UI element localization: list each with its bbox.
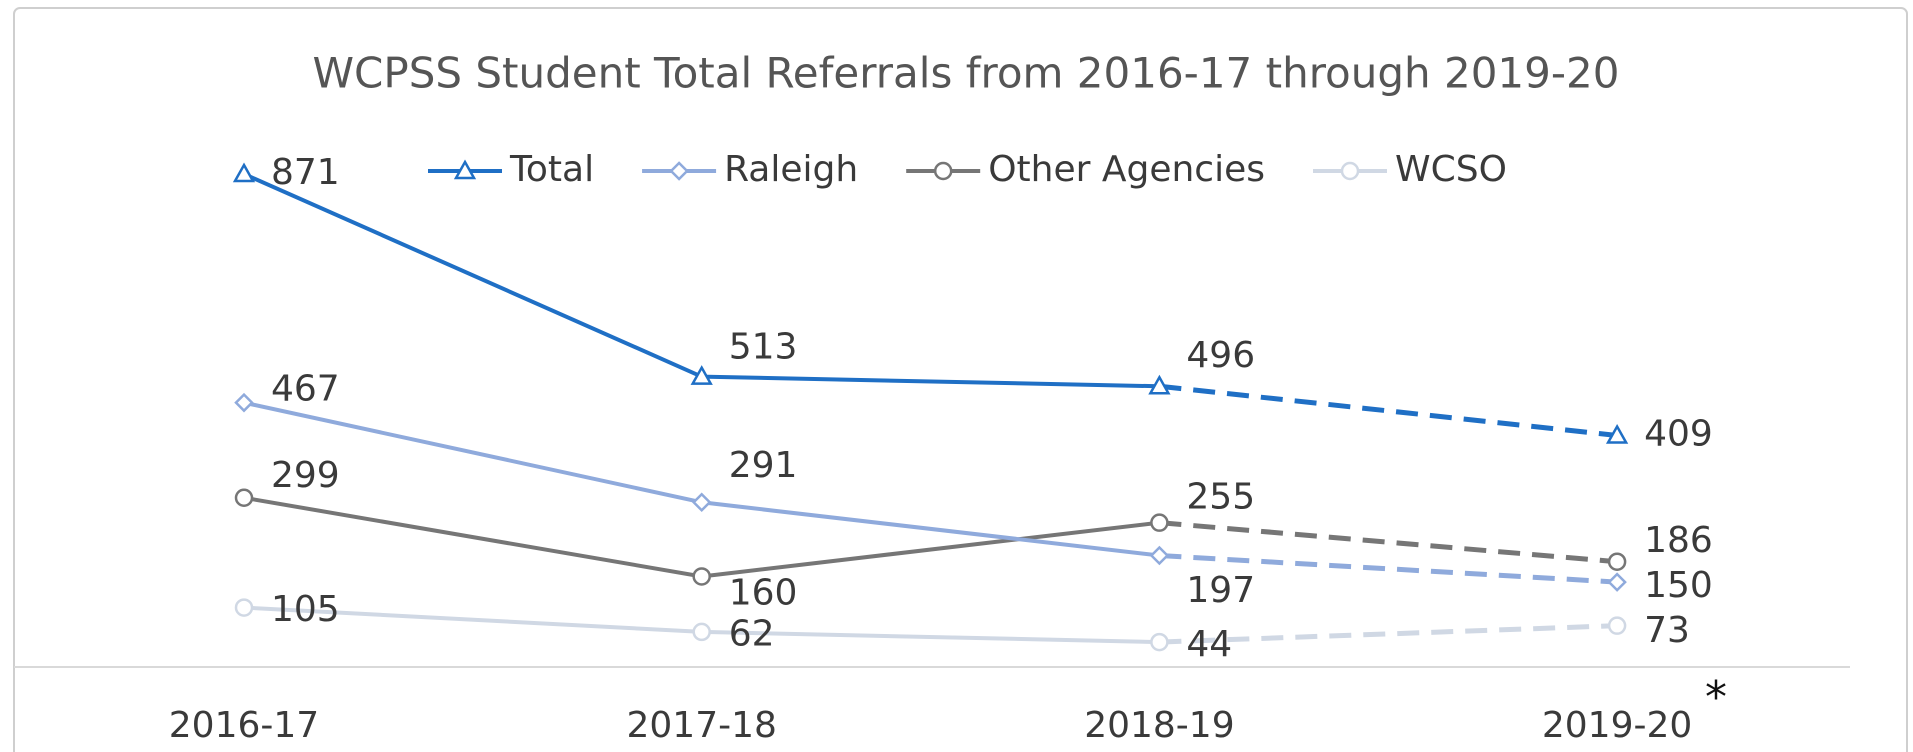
x-tick-label: 2019-20 (1542, 705, 1692, 746)
data-label: 186 (1644, 520, 1713, 561)
marker (1149, 545, 1170, 566)
data-label: 73 (1644, 610, 1690, 651)
chart-title: WCPSS Student Total Referrals from 2016-… (313, 49, 1620, 98)
marker (690, 365, 713, 385)
legend-marker (1340, 161, 1360, 181)
chart-frame (13, 7, 1908, 752)
marker (692, 567, 711, 586)
marker (1607, 572, 1627, 592)
data-label: 299 (271, 455, 340, 496)
legend-label: Other Agencies (988, 149, 1265, 190)
data-label: 62 (729, 614, 775, 655)
marker (234, 598, 254, 617)
legend-label: Total (509, 149, 594, 190)
legend-marker (453, 159, 477, 180)
data-label: 160 (729, 573, 798, 614)
x-tick-label: 2016-17 (169, 705, 319, 746)
data-label: 44 (1186, 624, 1232, 665)
marker (1148, 374, 1171, 395)
marker (1607, 616, 1627, 635)
marker (691, 492, 712, 513)
legend-label: Raleigh (724, 149, 858, 190)
marker (232, 162, 256, 183)
marker (234, 488, 254, 508)
legend-label: WCSO (1395, 149, 1507, 190)
x-tick-label: 2017-18 (626, 705, 776, 746)
x-tick-label: 2018-19 (1084, 705, 1234, 746)
data-label: 409 (1644, 414, 1713, 455)
data-label: 871 (271, 152, 340, 193)
legend: Total Raleigh Other Agencies WCSO (428, 149, 1507, 190)
legend-marker (669, 161, 689, 181)
data-label: 150 (1644, 565, 1713, 606)
data-label: 496 (1186, 335, 1255, 376)
data-label: 197 (1186, 570, 1255, 611)
annotation: * (1705, 672, 1727, 723)
data-label: 291 (729, 445, 798, 486)
marker (692, 622, 711, 642)
data-label: 467 (271, 368, 340, 409)
series-line-dashed (1159, 623, 1618, 645)
series-line-dashed (1159, 553, 1618, 585)
marker (1605, 423, 1629, 444)
data-label: 105 (271, 589, 340, 630)
data-label: 513 (729, 327, 798, 368)
marker (1150, 513, 1169, 532)
marker (1150, 632, 1169, 652)
series-line-dashed (1159, 383, 1618, 438)
legend-marker (933, 161, 953, 181)
marker (1607, 552, 1627, 571)
marker (234, 392, 254, 413)
data-label: 255 (1186, 476, 1255, 517)
series-line-dashed (1159, 520, 1618, 565)
